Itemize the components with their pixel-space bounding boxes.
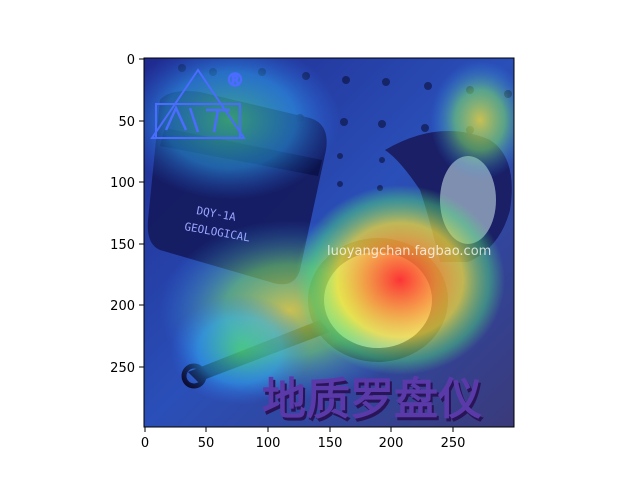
heatmap-overlay (144, 58, 514, 405)
watermark-text: luoyangchan.fagbao.com (327, 244, 491, 259)
y-tick-label: 250 (110, 361, 135, 376)
x-tick-label: 100 (256, 436, 281, 451)
caption-shadow: 地质罗盘仪 (264, 377, 484, 428)
brand-logo: ® (150, 68, 246, 139)
y-axis: 0 50 100 150 200 250 (110, 53, 144, 376)
y-tick-label: 100 (110, 176, 135, 191)
x-tick-label: 150 (318, 436, 343, 451)
x-tick-label: 250 (441, 436, 466, 451)
y-tick-label: 0 (127, 53, 135, 68)
x-axis: 0 50 100 150 200 250 (141, 427, 466, 451)
y-tick-label: 150 (110, 238, 135, 253)
x-tick-label: 0 (141, 436, 149, 451)
x-tick-label: 50 (198, 436, 215, 451)
axes-frame (143, 57, 515, 428)
registered-mark: ® (226, 70, 244, 91)
y-tick-label: 200 (110, 299, 135, 314)
image-area: DQY-1A GEOLOGICAL ® luoyangchan.fagbao.c… (144, 58, 514, 428)
caption-text: 地质罗盘仪 (262, 374, 482, 425)
y-tick-label: 50 (118, 115, 135, 130)
x-tick-label: 200 (379, 436, 404, 451)
